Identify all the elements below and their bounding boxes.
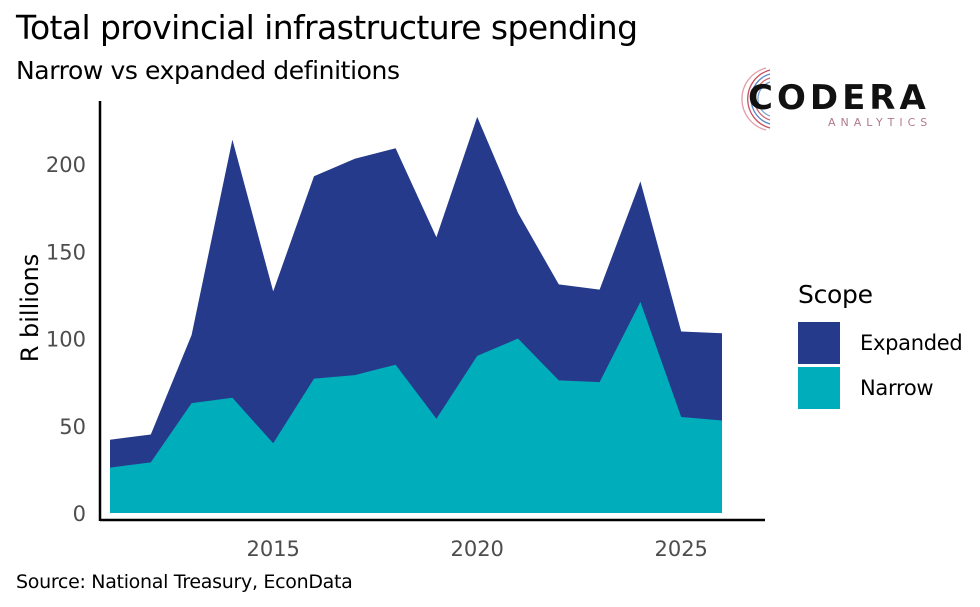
x-tick-label: 2020 [450, 537, 503, 561]
legend-swatch-narrow [798, 367, 840, 409]
chart-subtitle: Narrow vs expanded definitions [16, 56, 400, 85]
legend-label-narrow: Narrow [860, 376, 934, 400]
legend: Scope Expanded Narrow [798, 280, 963, 411]
y-tick-labels: 0 50 100 150 200 [46, 153, 86, 526]
legend-label-expanded: Expanded [860, 331, 963, 355]
x-tick-label: 2015 [246, 537, 299, 561]
area-narrow [110, 301, 722, 513]
source-caption: Source: National Treasury, EconData [16, 571, 353, 593]
x-tick-label: 2025 [654, 537, 707, 561]
y-tick-label: 150 [46, 240, 86, 264]
logo-wordmark: CODERA [748, 78, 930, 118]
codera-logo: CODERA ANALYTICS [730, 64, 950, 134]
y-tick-label: 0 [73, 502, 86, 526]
y-tick-label: 50 [59, 415, 86, 439]
legend-swatch-expanded [798, 322, 840, 364]
y-axis-label: R billions [16, 254, 44, 363]
legend-item-narrow: Narrow [798, 366, 962, 410]
logo-circuit-icon [741, 67, 771, 131]
legend-item-expanded: Expanded [798, 321, 963, 365]
y-tick-label: 200 [46, 153, 86, 177]
area-layer [110, 116, 722, 514]
legend-title: Scope [798, 280, 873, 309]
chart-title: Total provincial infrastructure spending [16, 8, 638, 47]
y-tick-label: 100 [46, 328, 86, 352]
x-tick-labels: 2015 2020 2025 [246, 537, 707, 561]
logo-tagline: ANALYTICS [828, 116, 933, 129]
